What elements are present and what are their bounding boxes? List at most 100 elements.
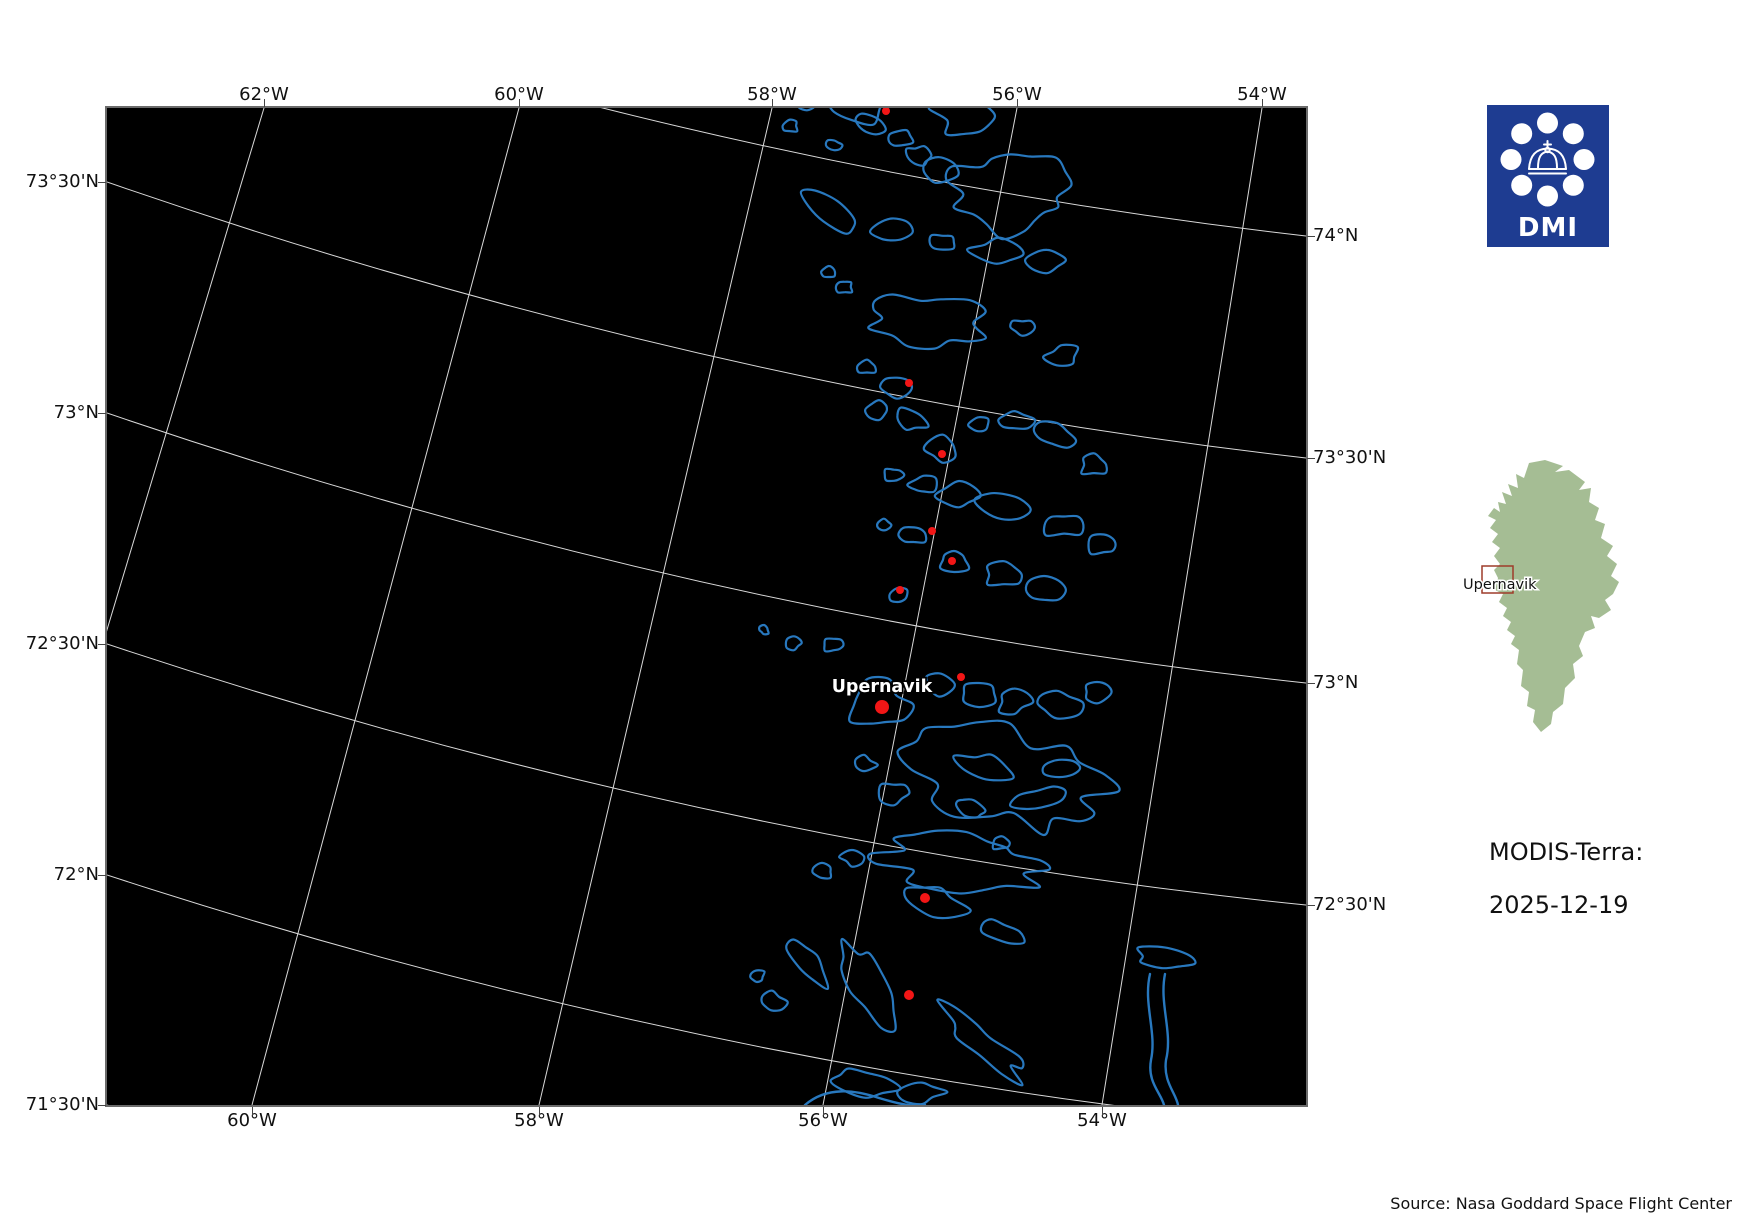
map-place-label: Upernavik (832, 677, 933, 697)
axis-label-left-7130n: 71°30'N (25, 1094, 99, 1115)
settlement-marker (875, 700, 889, 714)
greenland-overview-map: Upernavik (1462, 460, 1623, 741)
island-contour (933, 479, 982, 509)
island-contour (967, 416, 990, 433)
dmi-logo-graphic: DMI (1487, 105, 1609, 247)
island-contour (1136, 945, 1197, 970)
bottom-tick (1102, 1107, 1103, 1115)
right-tick (1307, 236, 1315, 237)
axis-label-bottom-58w: 58°W (514, 1110, 564, 1131)
island-contour (1008, 785, 1067, 811)
island-contour (979, 918, 1026, 945)
island-contour (938, 549, 971, 574)
island-contour (1042, 514, 1085, 538)
island-contour (848, 675, 915, 725)
overview-place-label: Upernavik (1463, 577, 1537, 593)
settlement-markers (875, 108, 965, 1000)
island-contour (840, 937, 897, 1033)
left-tick (98, 413, 106, 414)
meridian-line (1101, 108, 1263, 1105)
axis-label-left-72n: 72°N (53, 864, 99, 885)
island-contour (962, 681, 997, 709)
region-of-interest-box (1481, 565, 1514, 594)
island-contour (887, 128, 915, 147)
island-contour (922, 156, 960, 185)
satellite-map: Upernavik (105, 106, 1308, 1107)
island-contour (1036, 689, 1085, 720)
island-contour (1080, 452, 1108, 476)
product-date: 2025-12-19 (1489, 891, 1629, 919)
island-contour (824, 138, 844, 152)
logo-dot (1562, 174, 1584, 196)
axis-label-top-56w: 56°W (992, 84, 1042, 105)
island-contour (834, 280, 854, 294)
island-contour (820, 264, 837, 279)
island-contour (869, 217, 914, 242)
meridian-line (107, 108, 265, 632)
logo-dot (1562, 123, 1584, 145)
parallel-line (107, 643, 1306, 906)
island-contour (954, 798, 987, 819)
axis-label-top-62w: 62°W (239, 84, 289, 105)
island-contour (888, 586, 909, 604)
graticule-grid (107, 108, 1306, 1105)
settlement-marker (896, 586, 904, 594)
dmi-logo: DMI (1487, 105, 1609, 247)
product-title: MODIS-Terra: (1489, 838, 1644, 866)
axis-label-top-54w: 54°W (1237, 84, 1287, 105)
top-tick (772, 99, 773, 107)
island-contour (811, 861, 833, 880)
greenland-landmass (1488, 460, 1619, 732)
island-contour (867, 293, 987, 351)
coastline-segment (803, 1090, 927, 1105)
island-contour (997, 410, 1037, 430)
settlement-marker (928, 527, 936, 535)
meridian-line (538, 108, 773, 1105)
bottom-tick (252, 1107, 253, 1115)
island-contour (896, 719, 1121, 837)
left-tick (98, 644, 106, 645)
island-contour (927, 108, 997, 137)
island-contour (866, 829, 1052, 895)
settlement-marker (882, 108, 890, 115)
island-contour (838, 848, 866, 868)
settlement-marker (938, 450, 946, 458)
axis-label-right-74n: 74°N (1313, 225, 1359, 246)
island-contour (1087, 533, 1117, 556)
island-contour (1041, 758, 1082, 779)
island-contour (760, 989, 789, 1012)
settlement-marker (920, 893, 930, 903)
axis-label-right-73n: 73°N (1313, 672, 1359, 693)
axis-label-bottom-56w: 56°W (798, 1110, 848, 1131)
coastline-contours (749, 108, 1197, 1105)
island-contour (997, 687, 1035, 716)
settlement-marker (904, 990, 914, 1000)
logo-dot (1573, 149, 1595, 170)
island-contour (853, 753, 879, 773)
greenland-outline: Upernavik (1462, 460, 1619, 732)
top-tick (519, 99, 520, 107)
bottom-tick (539, 1107, 540, 1115)
left-tick (98, 182, 106, 183)
top-tick (1262, 99, 1263, 107)
settlement-marker (948, 557, 956, 565)
axis-label-right-7230n: 72°30'N (1313, 894, 1387, 915)
parallel-line (107, 181, 1306, 459)
parallel-line (600, 108, 1306, 237)
axis-label-left-7330n: 73°30'N (25, 171, 99, 192)
island-contour (781, 118, 799, 133)
parallel-line (107, 874, 1115, 1105)
island-contour (797, 108, 815, 112)
island-contour (952, 753, 1015, 782)
logo-dot (1537, 185, 1558, 207)
island-contour (903, 885, 972, 920)
island-contour (906, 474, 939, 494)
island-contour (877, 782, 911, 807)
island-contour (925, 672, 956, 698)
axis-label-left-7230n: 72°30'N (25, 633, 99, 654)
right-tick (1307, 683, 1315, 684)
logo-dot (1511, 174, 1533, 196)
logo-dot (1511, 123, 1533, 145)
right-tick (1307, 458, 1315, 459)
